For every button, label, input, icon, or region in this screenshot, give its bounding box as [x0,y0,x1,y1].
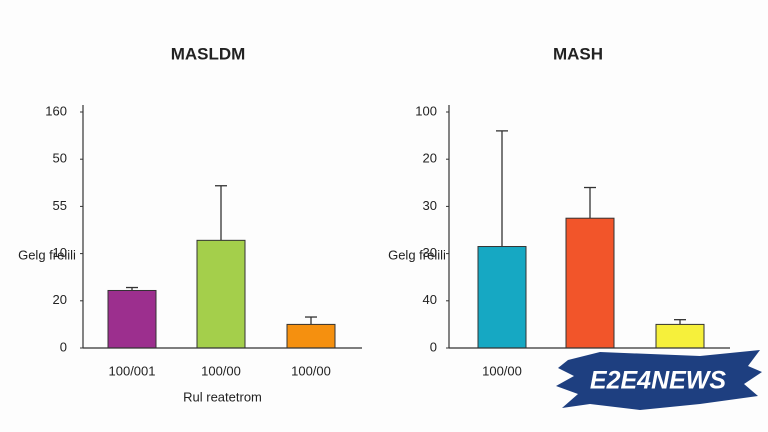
bar [565,217,615,349]
y-tick-label: 40 [423,292,437,307]
y-tick-label: 160 [45,103,67,118]
y-tick-label: 0 [430,339,437,354]
y-tick-label: 0 [60,339,67,354]
y-tick-label: 20 [423,151,437,166]
chart-title: MASH [553,44,603,63]
y-tick-label: 100 [415,103,437,118]
bar [286,323,336,349]
bar [196,239,246,349]
x-tick-label: 100/00 [201,363,241,378]
x-axis-label: Rul reatetrom [183,389,262,404]
bar [107,289,157,349]
y-axis-label: Gelg frelili [18,247,76,262]
y-axis-label: Gelg frelili [388,247,446,262]
bar [477,246,527,349]
y-tick-label: 50 [53,151,67,166]
y-tick-label: 30 [423,245,437,260]
bar [655,323,705,349]
chart-title: MASLDM [171,44,246,63]
y-tick-label: 30 [423,198,437,213]
y-tick-label: 10 [53,245,67,260]
watermark-brush [556,350,762,410]
x-tick-label: 100/00 [291,363,331,378]
x-tick-label: 100/001 [109,363,156,378]
watermark: E2E4NEWS [590,367,726,395]
y-tick-label: 55 [53,198,67,213]
y-tick-label: 20 [53,292,67,307]
x-tick-label: 100/00 [482,363,522,378]
